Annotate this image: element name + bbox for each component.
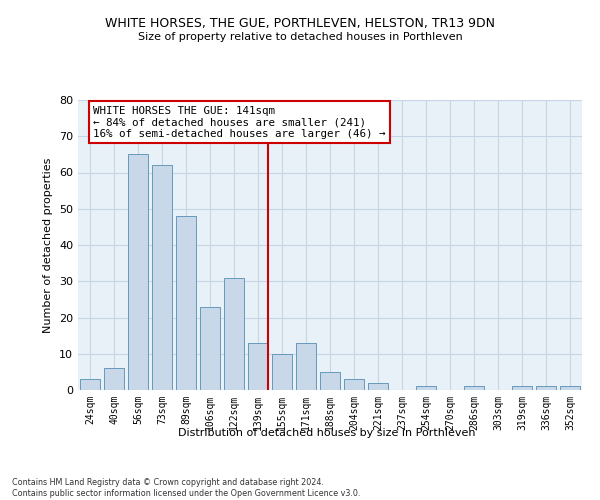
Bar bbox=[320, 372, 340, 390]
Bar bbox=[152, 165, 172, 390]
Text: Distribution of detached houses by size in Porthleven: Distribution of detached houses by size … bbox=[178, 428, 476, 438]
Bar bbox=[536, 386, 556, 390]
Bar bbox=[344, 379, 364, 390]
Bar bbox=[512, 386, 532, 390]
Bar bbox=[464, 386, 484, 390]
Text: WHITE HORSES THE GUE: 141sqm
← 84% of detached houses are smaller (241)
16% of s: WHITE HORSES THE GUE: 141sqm ← 84% of de… bbox=[93, 106, 386, 139]
Bar bbox=[560, 386, 580, 390]
Text: WHITE HORSES, THE GUE, PORTHLEVEN, HELSTON, TR13 9DN: WHITE HORSES, THE GUE, PORTHLEVEN, HELST… bbox=[105, 18, 495, 30]
Bar bbox=[416, 386, 436, 390]
Bar bbox=[80, 379, 100, 390]
Bar bbox=[200, 306, 220, 390]
Text: Size of property relative to detached houses in Porthleven: Size of property relative to detached ho… bbox=[137, 32, 463, 42]
Bar bbox=[272, 354, 292, 390]
Text: Contains HM Land Registry data © Crown copyright and database right 2024.
Contai: Contains HM Land Registry data © Crown c… bbox=[12, 478, 361, 498]
Bar bbox=[176, 216, 196, 390]
Y-axis label: Number of detached properties: Number of detached properties bbox=[43, 158, 53, 332]
Bar bbox=[296, 343, 316, 390]
Bar bbox=[128, 154, 148, 390]
Bar bbox=[248, 343, 268, 390]
Bar bbox=[224, 278, 244, 390]
Bar bbox=[104, 368, 124, 390]
Bar bbox=[368, 383, 388, 390]
